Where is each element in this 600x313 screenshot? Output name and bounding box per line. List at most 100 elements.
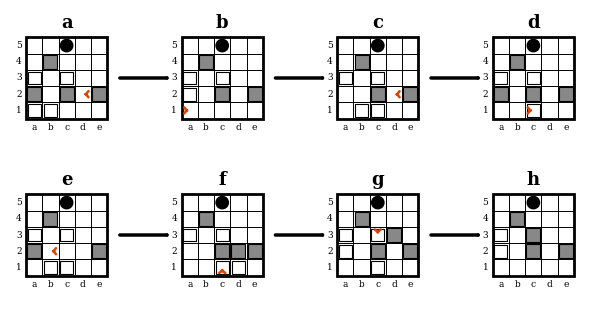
Text: c: c <box>375 123 380 132</box>
Text: 1: 1 <box>327 106 333 115</box>
Bar <box>526 228 541 242</box>
Text: a: a <box>61 14 73 32</box>
Text: 3: 3 <box>482 230 488 239</box>
Bar <box>387 228 401 242</box>
Text: e: e <box>61 171 73 189</box>
Bar <box>527 104 540 117</box>
Circle shape <box>371 39 384 52</box>
Bar <box>371 228 384 242</box>
Text: 2: 2 <box>327 90 333 99</box>
Bar <box>248 87 262 101</box>
Text: f: f <box>218 171 226 189</box>
Bar <box>371 87 385 101</box>
Text: b: b <box>514 123 520 132</box>
Bar <box>355 104 368 117</box>
Bar <box>494 245 508 258</box>
Text: a: a <box>498 123 503 132</box>
Bar <box>60 71 73 85</box>
Circle shape <box>61 39 73 52</box>
Text: 2: 2 <box>16 247 22 256</box>
Text: 2: 2 <box>482 90 488 99</box>
Text: 3: 3 <box>16 230 22 239</box>
Bar <box>232 261 245 274</box>
Bar <box>559 87 573 101</box>
Bar <box>43 212 58 226</box>
Bar <box>28 71 41 85</box>
Text: b: b <box>359 280 364 290</box>
Bar <box>59 87 74 101</box>
Text: 2: 2 <box>172 90 177 99</box>
Text: 4: 4 <box>327 57 333 66</box>
Bar <box>60 261 73 274</box>
Bar <box>493 194 574 275</box>
Text: 5: 5 <box>171 41 177 50</box>
Bar <box>215 244 229 258</box>
Text: 1: 1 <box>172 263 177 272</box>
Text: c: c <box>372 14 383 32</box>
Bar <box>371 261 384 274</box>
Circle shape <box>527 39 539 52</box>
Text: 4: 4 <box>16 214 22 223</box>
Text: a: a <box>187 123 193 132</box>
Bar <box>403 244 417 258</box>
Text: 4: 4 <box>172 214 177 223</box>
Text: 4: 4 <box>482 214 488 223</box>
Bar <box>248 244 262 258</box>
Text: e: e <box>407 123 413 132</box>
Circle shape <box>216 39 229 52</box>
Text: d: d <box>547 280 553 290</box>
Bar <box>182 38 263 119</box>
Text: 1: 1 <box>16 263 22 272</box>
Bar <box>28 228 41 242</box>
Bar <box>44 261 57 274</box>
Bar <box>60 228 73 242</box>
Bar <box>92 244 106 258</box>
Text: 2: 2 <box>16 90 22 99</box>
Bar <box>92 87 106 101</box>
Text: c: c <box>220 280 225 290</box>
Text: d: d <box>527 14 539 32</box>
Text: 1: 1 <box>172 106 177 115</box>
Text: b: b <box>203 123 209 132</box>
Text: b: b <box>47 123 53 132</box>
Bar <box>371 244 385 258</box>
Bar <box>339 228 352 242</box>
Text: b: b <box>47 280 53 290</box>
Bar <box>26 194 107 275</box>
Text: e: e <box>252 123 257 132</box>
Text: d: d <box>391 123 397 132</box>
Bar <box>403 87 417 101</box>
Bar <box>44 104 57 117</box>
Bar <box>510 55 524 69</box>
Text: h: h <box>527 171 540 189</box>
Text: a: a <box>187 280 193 290</box>
Bar <box>510 212 524 226</box>
Text: d: d <box>547 123 553 132</box>
Text: 2: 2 <box>327 247 333 256</box>
Text: d: d <box>391 280 397 290</box>
Text: c: c <box>375 280 380 290</box>
Text: 4: 4 <box>172 57 177 66</box>
Text: a: a <box>32 123 37 132</box>
Text: 5: 5 <box>16 198 22 207</box>
Bar <box>232 244 245 258</box>
Text: c: c <box>220 123 225 132</box>
Bar <box>27 87 41 101</box>
Circle shape <box>216 197 229 209</box>
Bar <box>43 55 58 69</box>
Bar <box>216 71 229 85</box>
Text: 5: 5 <box>482 41 488 50</box>
Text: e: e <box>563 123 568 132</box>
Text: 3: 3 <box>327 74 333 83</box>
Text: d: d <box>236 123 241 132</box>
Text: 5: 5 <box>327 198 333 207</box>
Bar <box>526 244 541 258</box>
Text: a: a <box>343 123 348 132</box>
Text: 3: 3 <box>482 74 488 83</box>
Bar <box>184 88 196 101</box>
Bar <box>216 228 229 242</box>
Bar <box>526 87 541 101</box>
Text: d: d <box>80 280 86 290</box>
Text: 5: 5 <box>16 41 22 50</box>
Bar <box>26 38 107 119</box>
